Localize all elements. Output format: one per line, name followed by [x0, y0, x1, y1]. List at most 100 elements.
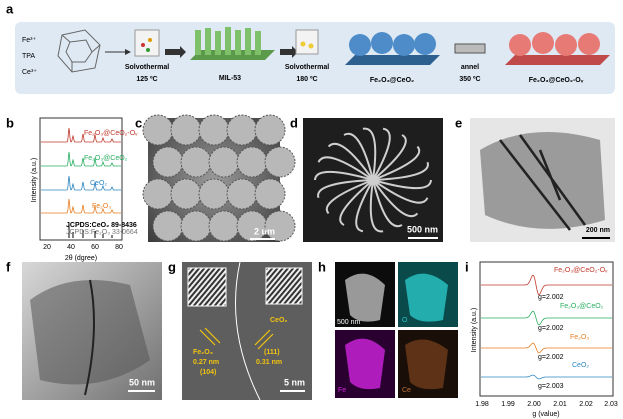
microsphere — [264, 210, 296, 242]
panel-label: f — [6, 259, 11, 274]
microsphere — [254, 114, 286, 146]
x-tick-label: 2.00 — [527, 401, 541, 408]
xrd-curves — [41, 127, 121, 238]
microsphere — [180, 146, 212, 178]
nanosheet — [327, 142, 374, 181]
xrd-trace — [41, 127, 121, 143]
microsphere — [198, 114, 230, 146]
legend-text: Fe₂O₃@CeO₂ — [560, 303, 604, 310]
fe2o3-ceo2-ov-block — [505, 32, 610, 65]
product-text: Fe₂O₃@CeO₂-Oᵥ — [529, 77, 584, 84]
scale-bar-label: 500 nm — [407, 224, 438, 234]
microsphere — [170, 114, 202, 146]
x-tick-label: 40 — [67, 244, 75, 251]
microsphere — [152, 210, 184, 242]
step-text: Solvothermal — [285, 64, 329, 71]
g-value-label: g=2.002 — [538, 354, 564, 361]
x-tick-label: 60 — [91, 244, 99, 251]
nanosheet — [317, 156, 374, 181]
furnace — [454, 43, 486, 54]
panel-label: i — [465, 259, 469, 274]
epr-trace — [481, 342, 612, 354]
precursor: Ce³⁺ — [22, 69, 37, 76]
x-axis-label: g (value) — [532, 411, 559, 418]
y-axis-label: Intensity (a.u.) — [31, 158, 38, 202]
panel-a: Fe³⁺ TPA Ce³⁺ Solvothermal 125 ºC MIL-53… — [15, 22, 615, 94]
element-label: Ce — [402, 387, 411, 394]
d-spacing: 0.31 nm — [256, 359, 282, 366]
microsphere — [198, 178, 230, 210]
nanosheet — [372, 134, 407, 181]
product-text: Fe₂O₃@CeO₂ — [370, 77, 414, 84]
element-label: O — [402, 317, 408, 324]
microsphere — [226, 178, 258, 210]
epr-trace — [481, 374, 612, 380]
panel-b: Intensity (a.u.) 2θ (dgree) 20 40 60 80 … — [31, 117, 138, 262]
beaker — [134, 29, 160, 57]
y-axis-label: Intensity (a.u.) — [471, 308, 478, 352]
x-tick-label: 80 — [115, 244, 123, 251]
epr-curves — [481, 274, 612, 380]
nanosheet — [325, 179, 374, 215]
x-tick-label: 1.99 — [501, 401, 515, 408]
nanosheet — [369, 179, 384, 233]
step-text: 180 ºC — [296, 76, 317, 83]
g-value-label: g=2.003 — [538, 383, 564, 390]
x-axis-label: 2θ (dgree) — [65, 255, 97, 262]
scale-bar-label: 200 nm — [586, 227, 610, 234]
precursor: TPA — [22, 53, 35, 60]
microsphere — [208, 210, 240, 242]
panel-label: h — [318, 259, 326, 274]
step-text: 125 ºC — [136, 76, 157, 83]
nanosheet — [372, 179, 429, 204]
element-label: Fe — [338, 387, 346, 394]
panel-label: a — [6, 1, 14, 16]
microsphere — [264, 146, 296, 178]
panel-d: 500 nm — [303, 118, 443, 242]
nanosheet — [355, 179, 374, 233]
legend-text: Fe₂O₃@CeO₂ — [84, 155, 128, 162]
phase-label: CeO₂ — [270, 317, 288, 324]
panel-label: g — [168, 259, 176, 274]
phase-label: Fe₂O₃ — [193, 349, 213, 356]
microsphere — [142, 178, 174, 210]
panel-label: b — [6, 115, 14, 130]
plane-label: (111) — [264, 349, 280, 356]
nanosheet — [372, 127, 391, 181]
d-spacing: 0.27 nm — [193, 359, 219, 366]
nanosheet — [372, 145, 421, 181]
product-text: MIL-53 — [219, 75, 241, 82]
plot-frame — [479, 261, 614, 397]
x-tick-label: 2.01 — [553, 401, 567, 408]
plane-label: (104) — [200, 369, 216, 376]
g-value-label: g=2.002 — [538, 294, 564, 301]
x-tick-label: 20 — [43, 244, 51, 251]
xrd-trace — [41, 151, 121, 167]
nanosheet — [343, 132, 374, 181]
reference-text: JCPDS:CeO₂ 89-8436 — [66, 222, 137, 229]
scale-bar-label: 2 um — [254, 226, 275, 236]
nanosheet — [317, 179, 374, 199]
epr-trace — [481, 310, 612, 326]
scale-bar-label: 5 nm — [284, 377, 305, 387]
mil-53-block — [190, 27, 275, 60]
fe2o3-ceo2-block — [345, 32, 440, 65]
beaker — [295, 29, 319, 55]
step-text: annel — [461, 64, 479, 71]
nanosheet — [372, 179, 419, 218]
precursor: Fe³⁺ — [22, 37, 37, 44]
microsphere — [152, 146, 184, 178]
panel-i: Intensity (a.u.) g (value) 1.98 1.99 2.0… — [471, 261, 618, 418]
legend-text: CeO₂ — [572, 362, 589, 369]
cage-icon — [57, 29, 101, 73]
microsphere — [254, 178, 286, 210]
xrd-trace — [41, 175, 121, 191]
panel-h: 500 nm O Fe Ce — [335, 262, 458, 398]
panel-label: c — [135, 115, 142, 130]
xrd-trace — [41, 198, 121, 214]
epr-trace — [481, 274, 612, 296]
scale-bar-label: 500 nm — [337, 319, 361, 326]
step-text: Solvothermal — [125, 64, 169, 71]
microsphere — [236, 146, 268, 178]
